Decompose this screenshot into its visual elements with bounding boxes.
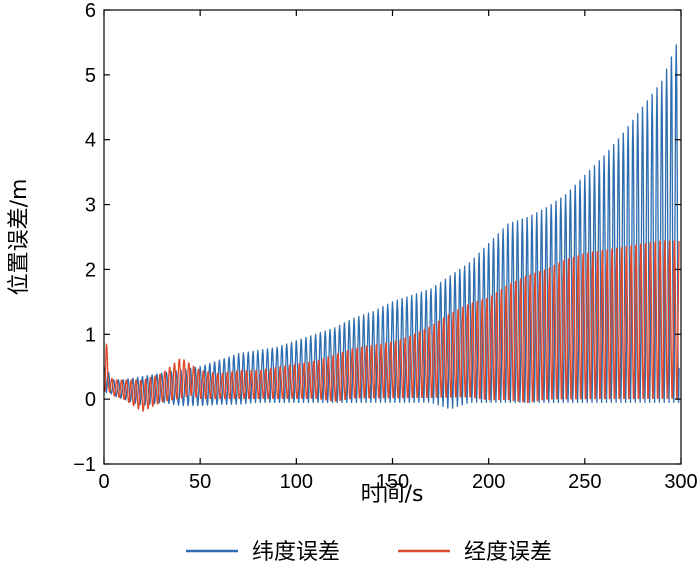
legend-label-latitude: 纬度误差 <box>252 540 340 565</box>
y-tick-label: 0 <box>85 389 96 411</box>
x-axis-title: 时间/s <box>361 482 424 507</box>
x-tick-label: 50 <box>189 471 211 493</box>
y-tick-label: 2 <box>85 259 96 281</box>
legend-label-longitude: 经度误差 <box>464 540 552 565</box>
y-tick-label: 1 <box>85 324 96 346</box>
x-tick-label: 100 <box>280 471 313 493</box>
y-tick-label: 3 <box>85 195 96 217</box>
x-tick-label: 250 <box>568 471 601 493</box>
x-tick-label: 300 <box>664 471 697 493</box>
x-tick-label: 0 <box>98 471 109 493</box>
series-layer <box>104 44 680 412</box>
y-tick-label: −1 <box>73 454 96 476</box>
x-tick-label: 150 <box>376 471 409 493</box>
y-axis-title: 位置误差/m <box>7 179 32 296</box>
x-tick-label: 200 <box>472 471 505 493</box>
legend: 纬度误差 经度误差 <box>186 540 552 565</box>
y-tick-label: 5 <box>85 65 96 87</box>
series-line-longitude <box>104 240 680 412</box>
y-tick-label: 4 <box>85 130 96 152</box>
series-line-latitude <box>104 44 680 409</box>
y-tick-label: 6 <box>85 0 96 22</box>
